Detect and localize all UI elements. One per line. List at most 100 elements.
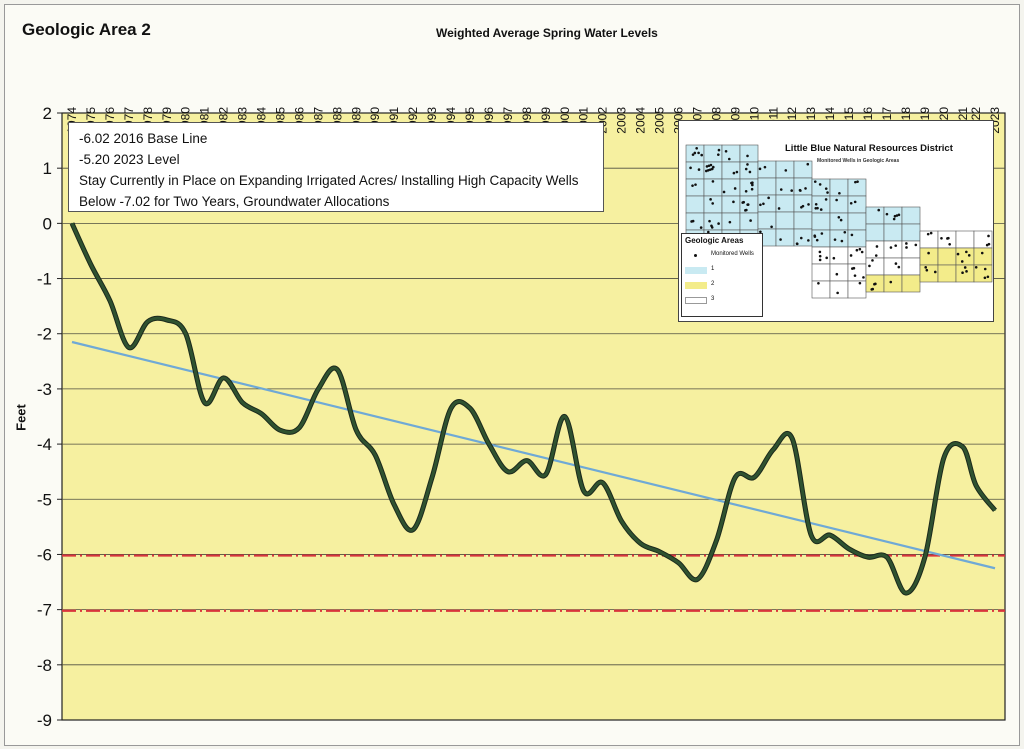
data-point	[621, 520, 623, 522]
monitored-well-dot	[770, 225, 773, 229]
monitored-well-dot	[868, 264, 871, 268]
monitored-well-dot	[799, 189, 802, 192]
monitored-well-dot	[927, 251, 930, 255]
monitored-well-dot	[750, 187, 754, 191]
monitored-well-dot	[742, 200, 746, 204]
monitored-well-dot	[704, 169, 708, 173]
monitored-well-dot	[933, 270, 937, 274]
y-tick-labels: 2 1 0 -1 -2 -3 -4 -5 -6 -7 -8 -9	[37, 104, 52, 730]
chart-title: Weighted Average Spring Water Levels	[436, 26, 658, 40]
data-point	[241, 402, 244, 404]
note-allocation: Below -7.02 for Two Years, Groundwater A…	[79, 194, 390, 209]
map-township	[811, 212, 831, 231]
data-point	[355, 429, 357, 431]
legend-item-area-2: 2	[685, 280, 761, 292]
data-point	[431, 476, 433, 478]
monitored-well-dot	[708, 219, 711, 223]
monitored-well-dot	[853, 274, 857, 277]
map-township	[829, 280, 849, 299]
map-township	[721, 178, 741, 197]
monitored-well-dot	[710, 224, 713, 228]
y-tick-label: -4	[37, 435, 52, 454]
monitored-well-dot	[871, 259, 874, 262]
data-point	[924, 556, 926, 558]
monitored-well-dot	[818, 254, 822, 258]
monitored-well-dot	[835, 272, 839, 276]
monitored-well-dot	[874, 282, 877, 286]
monitored-well-dot	[835, 198, 838, 202]
map-township	[757, 211, 777, 230]
data-point	[962, 446, 964, 448]
map-township	[757, 177, 777, 196]
data-point	[905, 592, 907, 594]
map-township	[847, 280, 867, 299]
data-point	[469, 407, 471, 409]
data-point	[848, 548, 850, 550]
map-township	[811, 263, 831, 282]
data-point	[260, 413, 263, 415]
data-point	[696, 578, 699, 580]
monitored-well-dot	[892, 217, 896, 221]
data-point	[715, 540, 717, 542]
y-tick-label: 2	[43, 104, 52, 123]
monitored-well-dot	[699, 226, 703, 229]
monitored-well-dot	[711, 165, 715, 169]
monitored-well-dot	[854, 180, 857, 184]
monitored-well-dot	[813, 180, 817, 183]
monitored-well-dot	[751, 181, 754, 185]
monitored-well-dot	[807, 239, 810, 242]
monitored-well-dot	[974, 266, 978, 269]
map-township	[739, 212, 759, 231]
inset-map-title: Little Blue Natural Resources District	[785, 143, 953, 154]
y-tick-label: -9	[37, 711, 52, 730]
monitored-well-dot	[818, 183, 822, 186]
data-point	[488, 443, 490, 445]
map-township	[793, 160, 813, 179]
legend-swatch	[685, 267, 707, 274]
monitored-well-dot	[717, 222, 720, 225]
map-township	[901, 257, 921, 276]
map-township	[937, 264, 957, 283]
data-point	[772, 449, 774, 451]
data-point	[886, 556, 888, 558]
data-point	[450, 407, 452, 409]
map-township	[847, 229, 867, 248]
monitored-well-dot	[799, 236, 803, 240]
data-point	[147, 320, 149, 323]
map-township	[829, 263, 849, 282]
monitored-well-dot	[836, 291, 839, 295]
monitored-well-dot	[820, 232, 824, 235]
monitored-well-dot	[914, 243, 918, 247]
monitored-well-dot	[983, 267, 987, 271]
monitored-well-dot	[858, 281, 862, 285]
monitored-well-dot	[705, 165, 709, 168]
legend-label: 3	[711, 296, 715, 302]
map-township	[955, 230, 975, 249]
inset-map: Little Blue Natural Resources District M…	[678, 120, 994, 322]
monitored-well-dot	[691, 153, 695, 156]
data-point	[829, 534, 831, 536]
monitored-well-dot	[724, 149, 728, 153]
x-tick-label: 2004	[634, 107, 648, 134]
y-tick-label: 1	[43, 159, 52, 178]
monitored-well-dot	[813, 235, 817, 238]
monitored-well-dot	[833, 238, 837, 241]
map-township	[721, 195, 741, 214]
monitored-well-dot	[700, 153, 703, 157]
monitored-well-dot	[889, 246, 893, 249]
y-tick-label: 0	[43, 214, 52, 233]
monitored-well-dot	[965, 250, 968, 254]
monitored-well-dot	[690, 220, 693, 223]
monitored-well-dot	[965, 270, 968, 273]
data-point	[602, 482, 604, 484]
data-point	[564, 415, 566, 418]
monitored-well-dot	[862, 276, 865, 279]
series-layer	[69, 222, 997, 596]
monitored-well-dot	[693, 151, 697, 155]
map-township	[739, 178, 759, 197]
monitored-well-dot	[744, 167, 748, 171]
map-township	[847, 195, 867, 214]
monitored-well-dot	[727, 157, 731, 161]
data-point	[223, 377, 225, 379]
inset-map-subtitle: Monitored Wells in Geologic Areas	[817, 158, 900, 164]
